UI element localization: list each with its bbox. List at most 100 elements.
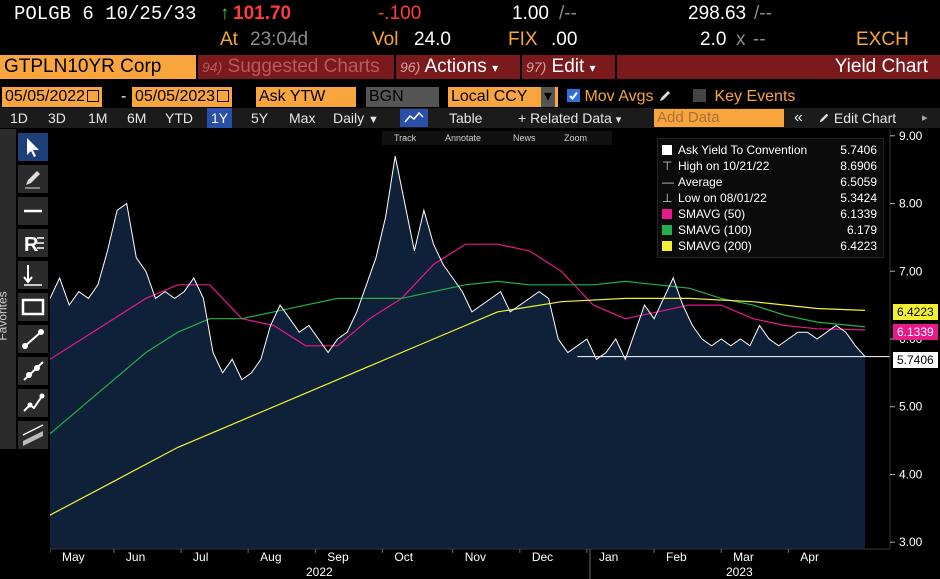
start-date-field[interactable]: 05/05/2022 [2, 87, 103, 107]
period-max[interactable]: Max [289, 110, 316, 126]
calendar-icon[interactable] [87, 90, 100, 102]
sma200-value-tag: 6.4223 [893, 304, 938, 320]
legend-row[interactable]: ⊥ Low on 08/01/22 5.3424 [662, 190, 879, 206]
pencil-icon[interactable] [658, 89, 672, 103]
legend-row[interactable]: SMAVG (100) 6.179 [662, 222, 879, 238]
quote-time: 23:04d [250, 29, 309, 50]
multi-point-icon[interactable] [18, 389, 48, 417]
collapse-icon[interactable]: « [794, 109, 803, 126]
favorites-strip[interactable]: Favorites [0, 129, 16, 449]
checkbox-unchecked-icon[interactable] [693, 89, 706, 102]
legend-row[interactable]: SMAVG (200) 6.4223 [662, 238, 879, 254]
ask-sep: -- [753, 29, 766, 50]
bid-size: 1.00 [512, 3, 549, 24]
security-name: POLGB 6 10/25/33 [14, 3, 197, 25]
edit-number: 97) [526, 59, 547, 75]
x-month-label: Feb [666, 550, 687, 564]
chevron-down-icon: ▾ [615, 114, 622, 126]
sma200-line [50, 297, 866, 516]
period-1m[interactable]: 1M [88, 110, 108, 126]
zoom-tool[interactable]: Zoom [564, 133, 587, 143]
x-month-label: May [62, 550, 85, 564]
ticker-field[interactable]: GTPLN10YR Corp [0, 55, 196, 79]
sma50-value-tag: 6.1339 [893, 324, 938, 340]
chart-more-icon[interactable]: ▸ [922, 112, 928, 124]
add-data-input[interactable]: Add Data [654, 109, 784, 127]
x-month-label: Jan [599, 550, 618, 564]
track-tool[interactable]: Track [394, 133, 417, 143]
pencil-icon[interactable] [18, 165, 48, 193]
legend-row[interactable]: Ask Yield To Convention 5.7406 [662, 142, 879, 158]
exchange-label: EXCH [856, 29, 909, 50]
edit-menu-button[interactable]: 97) Edit ▾ [522, 55, 615, 79]
legend-label: Low on 08/01/22 [678, 191, 767, 205]
period-3d[interactable]: 3D [48, 110, 66, 126]
source-field[interactable]: BGN [366, 87, 439, 107]
text-r-icon[interactable]: R [18, 229, 48, 257]
volume-label: Vol [372, 29, 399, 50]
x-month-label: Dec [532, 550, 553, 564]
legend-label: SMAVG (200) [678, 239, 752, 253]
legend-color-swatch [662, 225, 672, 235]
yield-value: 298.63 [688, 3, 747, 24]
time-label: At [220, 29, 238, 50]
legend-label: Ask Yield To Convention [678, 143, 808, 157]
legend-row[interactable]: SMAVG (50) 6.1339 [662, 206, 879, 222]
high-marker-icon: ⊤ [662, 159, 673, 173]
calendar-icon[interactable] [217, 90, 230, 102]
line-segment-icon[interactable] [18, 325, 48, 353]
period-6m[interactable]: 6M [127, 110, 147, 126]
related-data-button[interactable]: + Related Data ▾ [518, 108, 621, 128]
rectangle-icon[interactable] [18, 293, 48, 321]
vertical-arrow-icon[interactable] [18, 261, 48, 289]
horizontal-line-icon[interactable] [18, 197, 48, 225]
x-year-label: 2022 [306, 565, 333, 579]
end-date: 05/05/2023 [135, 88, 216, 105]
yield-chart[interactable]: 3.004.005.006.007.008.009.00 MayJunJulAu… [50, 129, 940, 579]
volume-value: 24.0 [414, 29, 451, 50]
channel-icon[interactable] [18, 421, 48, 449]
period-1d[interactable]: 1D [10, 110, 28, 126]
low-marker-icon: ⊥ [662, 191, 673, 205]
suggested-charts-button[interactable]: 94) Suggested Charts [198, 55, 394, 79]
y-tick-label: 9.00 [899, 129, 923, 143]
edit-chart-label: Edit Chart [833, 110, 897, 126]
table-button[interactable]: Table [449, 110, 483, 126]
key-events-toggle[interactable]: Key Events [693, 87, 795, 107]
ray-icon[interactable] [18, 357, 48, 385]
x-year-label: 2023 [726, 565, 753, 579]
legend-label: SMAVG (100) [678, 223, 752, 237]
pencil-icon [819, 113, 829, 123]
avg-marker-icon: — [662, 175, 674, 189]
frequency-dropdown[interactable]: Daily ▼ [333, 108, 379, 128]
suggested-label: Suggested Charts [227, 56, 380, 77]
edit-chart-button[interactable]: Edit Chart [818, 108, 896, 128]
currency-label: Local CCY [451, 88, 528, 105]
pointer-icon[interactable] [18, 133, 48, 161]
chevron-down-icon: ▾ [540, 87, 555, 107]
x-month-label: Nov [465, 550, 486, 564]
start-date: 05/05/2022 [5, 88, 86, 105]
checkbox-checked-icon[interactable] [567, 89, 580, 102]
period-1y[interactable]: 1Y [207, 108, 233, 128]
sma50-line [50, 243, 866, 360]
mov-avgs-toggle[interactable]: Mov Avgs [567, 87, 672, 107]
news-tool[interactable]: News [513, 133, 536, 143]
x-month-label: Jun [126, 550, 145, 564]
period-ytd[interactable]: YTD [165, 110, 193, 126]
annotate-tool[interactable]: Annotate [445, 133, 481, 143]
legend-row[interactable]: — Average 6.5059 [662, 174, 879, 190]
currency-dropdown[interactable]: Local CCY ▾ [448, 87, 558, 107]
end-date-field[interactable]: 05/05/2023 [132, 87, 233, 107]
chart-legend[interactable]: Ask Yield To Convention 5.7406 ⊤ High on 10… [657, 138, 884, 258]
legend-label: Average [678, 175, 723, 189]
actions-caret-icon: ▾ [492, 61, 499, 75]
legend-value: 6.4223 [840, 239, 877, 253]
field-selector[interactable]: Ask YTW [256, 87, 356, 107]
y-tick-label: 3.00 [899, 535, 923, 549]
legend-row[interactable]: ⊤ High on 10/21/22 8.6906 [662, 158, 879, 174]
actions-menu-button[interactable]: 96) Actions ▾ [396, 55, 520, 79]
line-chart-icon[interactable] [400, 109, 428, 127]
legend-label: High on 10/21/22 [678, 159, 770, 173]
period-5y[interactable]: 5Y [251, 110, 269, 126]
